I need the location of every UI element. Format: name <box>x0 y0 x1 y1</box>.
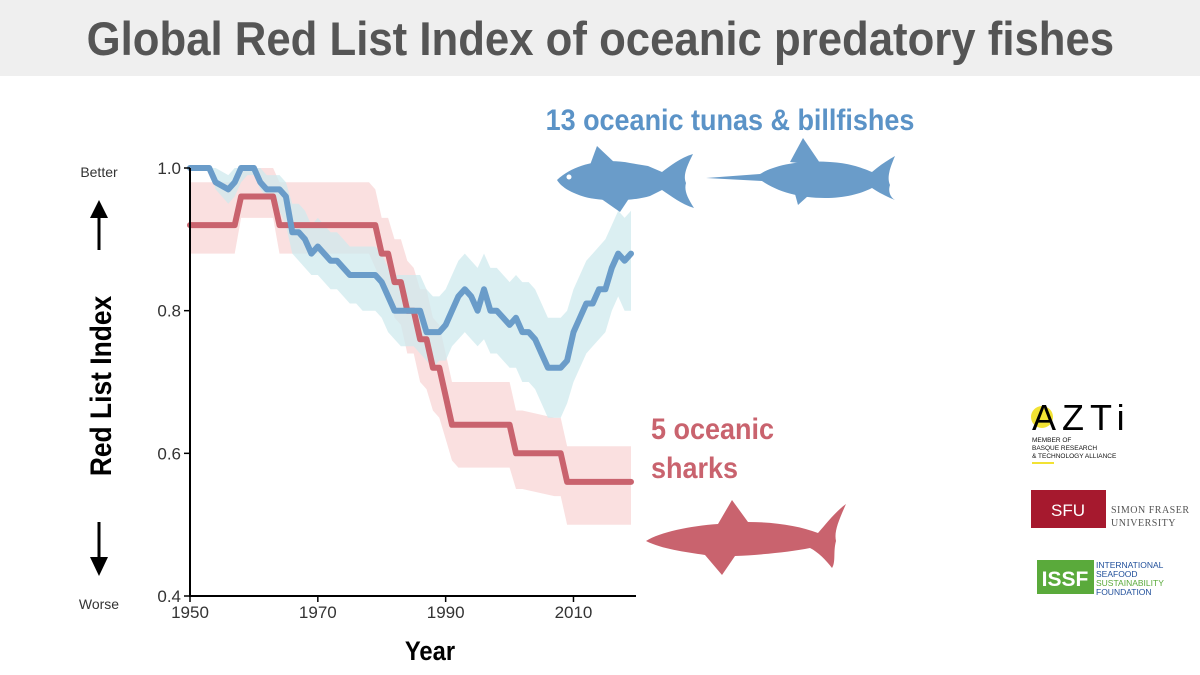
svg-text:BASQUE RESEARCH: BASQUE RESEARCH <box>1032 445 1097 452</box>
svg-text:SEAFOOD: SEAFOOD <box>1096 569 1138 579</box>
series-lines <box>187 165 634 485</box>
x-tick-label: 1950 <box>171 603 209 622</box>
y-tick-label: 0.6 <box>157 444 181 463</box>
svg-text:& TECHNOLOGY ALLIANCE: & TECHNOLOGY ALLIANCE <box>1032 453 1117 460</box>
x-axis-label: Year <box>405 637 455 667</box>
azti-logo: AZTi MEMBER OF BASQUE RESEARCH & TECHNOL… <box>1031 397 1131 464</box>
tuna-icon <box>557 146 694 212</box>
y-tick-label: 1.0 <box>157 159 181 178</box>
shark-annotation-line2: sharks <box>651 452 738 486</box>
y-ticks: 0.4 0.6 0.8 1.0 <box>157 159 190 606</box>
svg-text:UNIVERSITY: UNIVERSITY <box>1111 518 1176 529</box>
worse-label: Worse <box>79 596 119 612</box>
sharks-series-line <box>187 193 634 485</box>
svg-text:INTERNATIONAL: INTERNATIONAL <box>1096 560 1164 570</box>
x-tick-label: 1970 <box>299 603 337 622</box>
svg-text:MEMBER OF: MEMBER OF <box>1032 437 1071 444</box>
shark-annotation-line1: 5 oceanic <box>651 413 774 447</box>
marlin-icon <box>706 138 895 205</box>
y-tick-label: 0.4 <box>157 587 181 606</box>
page-title: Global Red List Index of oceanic predato… <box>86 11 1114 65</box>
svg-text:SIMON FRASER: SIMON FRASER <box>1111 505 1190 516</box>
y-tick-label: 0.8 <box>157 302 181 321</box>
svg-text:SUSTAINABILITY: SUSTAINABILITY <box>1096 578 1164 588</box>
tuna-annotation: 13 oceanic tunas & billfishes <box>546 104 915 138</box>
better-arrow-icon <box>90 200 108 250</box>
tunas-series-line <box>187 165 634 371</box>
sharks-confidence-band <box>190 168 631 525</box>
x-tick-label: 1990 <box>427 603 465 622</box>
worse-arrow-icon <box>90 522 108 576</box>
issf-logo: ISSF INTERNATIONAL SEAFOOD SUSTAINABILIT… <box>1037 560 1164 597</box>
svg-text:SFU: SFU <box>1051 501 1085 520</box>
svg-text:FOUNDATION: FOUNDATION <box>1096 587 1152 597</box>
y-axis-label: Red List Index <box>83 296 117 477</box>
svg-text:AZTi: AZTi <box>1032 397 1131 438</box>
shark-icon <box>646 500 846 575</box>
svg-text:ISSF: ISSF <box>1042 568 1089 591</box>
x-ticks: 1950 1970 1990 2010 <box>171 596 592 622</box>
sfu-logo: SFU SIMON FRASER UNIVERSITY <box>1031 490 1190 529</box>
better-label: Better <box>80 164 118 180</box>
title-bar: Global Red List Index of oceanic predato… <box>0 0 1200 76</box>
x-tick-label: 2010 <box>555 603 593 622</box>
